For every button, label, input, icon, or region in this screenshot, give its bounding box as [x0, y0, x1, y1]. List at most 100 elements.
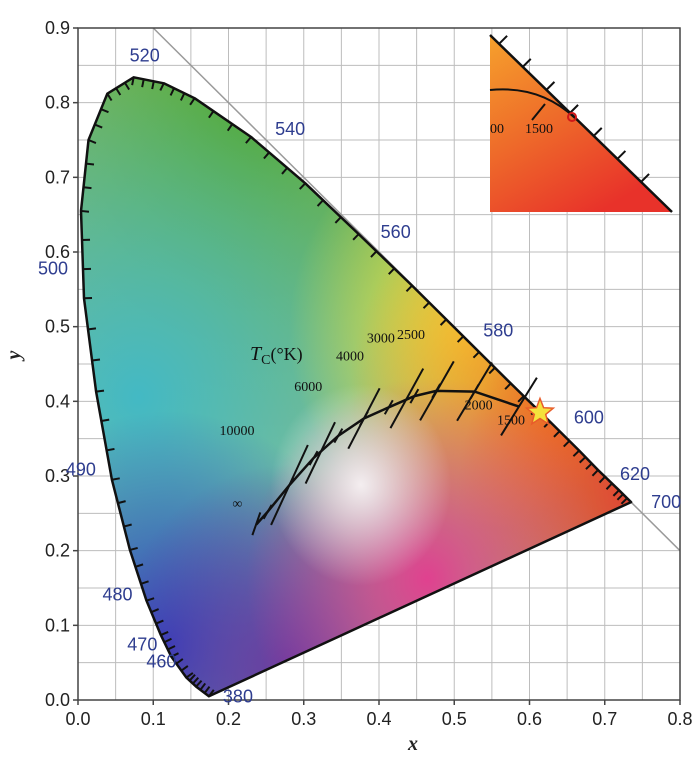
wavelength-label: 600: [574, 407, 604, 427]
locus-tick: [208, 689, 215, 697]
locus-tick: [106, 447, 115, 452]
wavelength-label: 540: [275, 119, 305, 139]
temperature-label: 6000: [294, 380, 322, 395]
locus-tick: [94, 123, 103, 129]
y-tick-label: 0.0: [45, 690, 70, 710]
locus-tick: [543, 420, 551, 428]
locus-tick: [111, 477, 120, 481]
locus-tick: [179, 92, 186, 101]
locus-tick: [203, 686, 211, 694]
locus-tick: [131, 77, 135, 86]
locus-tick: [150, 608, 160, 614]
isotemperature-line: [500, 377, 538, 436]
locus-tick: [612, 489, 620, 497]
locus-tick: [226, 123, 234, 132]
isotemperature-line: [251, 512, 262, 536]
locus-tick: [192, 676, 200, 685]
locus-tick: [488, 367, 496, 375]
temperature-label: 3000: [367, 331, 395, 346]
temperature-label: 10000: [219, 424, 254, 439]
locus-tick: [83, 186, 92, 190]
x-tick-label: 0.5: [442, 709, 467, 729]
locus-tick: [175, 658, 184, 665]
y-tick-label: 0.2: [45, 541, 70, 561]
locus-tick: [563, 440, 571, 448]
planckian-minor-tick: [262, 504, 273, 520]
locus-tick: [100, 108, 109, 114]
inset-label: 1500: [525, 122, 553, 137]
wavelength-label: 500: [38, 258, 68, 278]
locus-tick: [180, 665, 189, 672]
color-temperature-title: TC(°K): [250, 343, 303, 368]
locus-tick: [88, 139, 97, 144]
inset-zoom: 00 1500: [489, 34, 673, 213]
inset-tick: [522, 58, 532, 68]
locus-tick: [124, 82, 130, 91]
x-tick-label: 0.0: [65, 709, 90, 729]
locus-tick: [605, 482, 613, 490]
locus-tick: [106, 93, 113, 102]
star-icon: [524, 396, 556, 426]
locus-outline: [79, 76, 633, 698]
planckian-minor-tick: [469, 384, 480, 400]
locus-tick: [169, 87, 175, 96]
locus-tick: [504, 382, 512, 390]
locus-tick: [598, 476, 606, 484]
x-axis-title: x: [407, 733, 418, 755]
planckian-minor-tick: [284, 477, 295, 493]
locus-tick: [117, 500, 126, 505]
locus-tick: [151, 81, 155, 90]
temperature-label: 2000: [465, 399, 493, 414]
planckian-minor-tick: [409, 388, 420, 404]
locus-tick: [87, 327, 97, 331]
locus-tick: [472, 351, 480, 359]
inset-tick: [640, 173, 650, 183]
planckian-minor-tick: [383, 399, 394, 415]
locus-tick: [572, 449, 580, 457]
locus-tick: [140, 580, 149, 585]
y-tick-label: 0.5: [45, 317, 70, 337]
y-tick-label: 0.4: [45, 391, 70, 411]
locus-tick: [299, 182, 306, 190]
locus-tick: [163, 637, 172, 644]
locus-tick: [123, 523, 132, 528]
y-tick-label: 0.3: [45, 466, 70, 486]
locus-tick: [245, 136, 252, 144]
locus-tick: [159, 82, 165, 91]
locus-tick: [141, 79, 145, 88]
locus-tick: [456, 335, 464, 343]
locus-tick: [316, 199, 324, 207]
locus-tick: [80, 209, 90, 213]
planckian-minor-tick: [333, 428, 344, 444]
locus-tick: [188, 674, 196, 682]
locus-tick: [199, 682, 207, 691]
locus-tick: [620, 497, 628, 505]
locus-tick: [370, 250, 378, 258]
wavelength-label: 520: [130, 45, 160, 65]
x-tick-label: 0.1: [141, 709, 166, 729]
locus-tick: [115, 87, 122, 96]
tc-subscript: C: [261, 353, 270, 368]
locus-tick: [155, 619, 164, 625]
wavelength-label: 580: [483, 320, 513, 340]
locus-tick: [208, 110, 215, 119]
locus-tick: [405, 284, 413, 292]
inset-label: 00: [490, 122, 504, 137]
wavelength-label: 560: [381, 222, 411, 242]
locus-tick: [585, 462, 593, 470]
y-tick-label: 0.6: [45, 242, 70, 262]
temperature-label: ∞: [232, 497, 242, 512]
y-tick-label: 0.1: [45, 615, 70, 635]
inset-tick: [616, 150, 627, 160]
inset-planckian-curve: [489, 88, 576, 119]
temperature-label: 2500: [397, 328, 425, 343]
axes: 0.0 0.1 0.2 0.3 0.4 0.5 0.6 0.7 0.8 0.0 0.1 0.2 0.3 0…: [45, 18, 693, 729]
planckian-minor-tick: [431, 383, 442, 399]
inset-marker: [567, 112, 577, 122]
locus-tick: [334, 216, 342, 224]
x-tick-label: 0.6: [517, 709, 542, 729]
locus-tick: [388, 267, 396, 275]
isotemperature-line: [304, 421, 336, 484]
tc-symbol: T: [250, 343, 263, 365]
